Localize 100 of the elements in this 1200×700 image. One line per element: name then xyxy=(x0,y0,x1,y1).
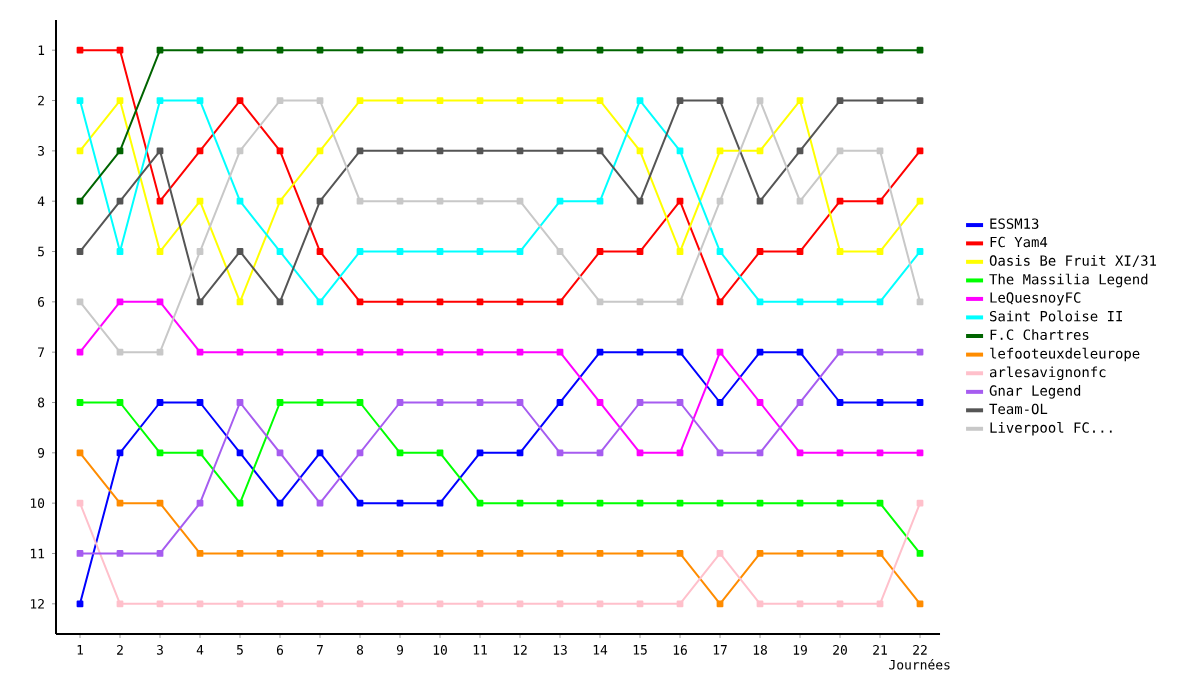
point xyxy=(716,399,724,406)
point xyxy=(396,46,404,54)
point xyxy=(436,550,444,557)
point xyxy=(756,499,764,507)
point xyxy=(396,298,404,306)
point xyxy=(676,399,684,406)
point xyxy=(76,348,84,356)
point xyxy=(196,399,204,406)
point xyxy=(156,46,164,54)
point xyxy=(836,248,844,255)
point xyxy=(156,449,164,457)
point xyxy=(236,97,244,104)
point xyxy=(116,97,124,104)
point xyxy=(276,499,284,507)
point xyxy=(876,550,884,557)
point xyxy=(596,348,604,356)
point xyxy=(276,600,284,608)
point xyxy=(596,399,604,406)
point xyxy=(916,600,924,608)
point xyxy=(116,248,124,255)
point xyxy=(756,46,764,54)
point xyxy=(676,550,684,557)
point xyxy=(716,147,724,155)
point xyxy=(156,399,164,406)
point xyxy=(476,600,484,608)
point xyxy=(356,46,364,54)
point xyxy=(556,499,564,507)
point xyxy=(476,399,484,406)
point xyxy=(836,449,844,457)
point xyxy=(316,97,324,104)
point xyxy=(876,197,884,205)
point xyxy=(236,348,244,356)
point xyxy=(396,600,404,608)
point xyxy=(436,449,444,457)
point xyxy=(676,147,684,155)
point xyxy=(476,147,484,155)
point xyxy=(516,147,524,155)
point xyxy=(516,600,524,608)
point xyxy=(596,298,604,306)
point xyxy=(356,550,364,557)
point xyxy=(396,499,404,507)
point xyxy=(596,197,604,205)
point xyxy=(596,550,604,557)
point xyxy=(596,600,604,608)
point xyxy=(236,248,244,255)
point xyxy=(836,550,844,557)
point xyxy=(556,248,564,255)
point xyxy=(76,97,84,104)
point xyxy=(676,348,684,356)
point xyxy=(276,97,284,104)
point xyxy=(196,46,204,54)
point xyxy=(836,348,844,356)
point xyxy=(356,449,364,457)
point xyxy=(636,248,644,255)
point xyxy=(156,248,164,255)
point xyxy=(556,298,564,306)
point xyxy=(596,46,604,54)
point xyxy=(716,298,724,306)
point xyxy=(716,499,724,507)
point xyxy=(76,550,84,557)
point xyxy=(556,399,564,406)
point xyxy=(556,550,564,557)
point xyxy=(316,248,324,255)
point xyxy=(276,147,284,155)
point xyxy=(76,298,84,306)
point xyxy=(516,97,524,104)
point xyxy=(876,147,884,155)
point xyxy=(356,248,364,255)
point xyxy=(356,348,364,356)
point xyxy=(796,348,804,356)
point xyxy=(756,147,764,155)
point xyxy=(116,147,124,155)
point xyxy=(796,97,804,104)
point xyxy=(836,97,844,104)
point xyxy=(316,46,324,54)
point xyxy=(236,298,244,306)
point xyxy=(156,97,164,104)
point xyxy=(156,348,164,356)
point xyxy=(916,449,924,457)
point xyxy=(676,298,684,306)
point xyxy=(236,600,244,608)
point xyxy=(196,97,204,104)
point xyxy=(316,399,324,406)
point xyxy=(716,449,724,457)
point xyxy=(116,600,124,608)
point xyxy=(716,600,724,608)
point xyxy=(236,46,244,54)
point xyxy=(716,550,724,557)
point xyxy=(476,197,484,205)
point xyxy=(476,550,484,557)
point xyxy=(516,248,524,255)
point xyxy=(796,46,804,54)
point xyxy=(796,147,804,155)
point xyxy=(116,197,124,205)
point xyxy=(436,600,444,608)
point xyxy=(676,97,684,104)
point xyxy=(836,197,844,205)
point xyxy=(916,147,924,155)
point xyxy=(876,248,884,255)
point xyxy=(156,499,164,507)
